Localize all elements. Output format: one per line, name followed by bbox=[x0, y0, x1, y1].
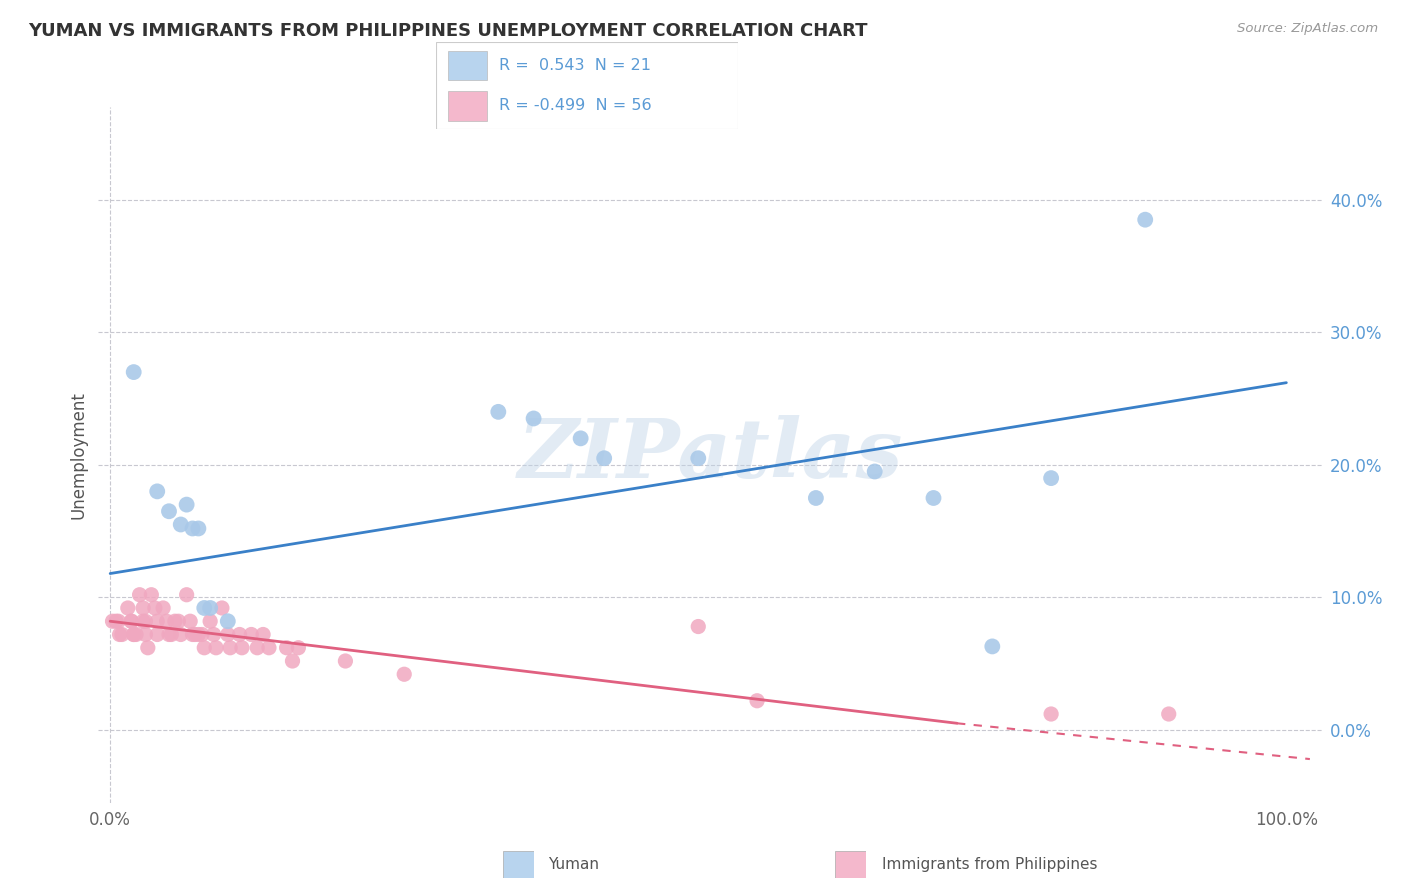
Point bbox=[132, 601, 155, 615]
Point bbox=[863, 465, 886, 479]
Text: R = -0.499  N = 56: R = -0.499 N = 56 bbox=[499, 98, 652, 113]
Point bbox=[187, 521, 209, 535]
Point bbox=[111, 627, 134, 641]
Point bbox=[122, 627, 145, 641]
Point bbox=[193, 640, 215, 655]
Point bbox=[157, 627, 180, 641]
Point bbox=[246, 640, 269, 655]
Point bbox=[101, 614, 124, 628]
Point bbox=[198, 601, 221, 615]
Point bbox=[287, 640, 309, 655]
Point bbox=[117, 601, 139, 615]
Point bbox=[156, 614, 179, 628]
Point bbox=[176, 588, 198, 602]
Point bbox=[128, 588, 150, 602]
Point bbox=[217, 614, 239, 628]
Point bbox=[160, 627, 183, 641]
Point bbox=[170, 517, 193, 532]
Point bbox=[125, 627, 148, 641]
Point bbox=[107, 614, 129, 628]
Point bbox=[170, 627, 193, 641]
Point bbox=[143, 601, 166, 615]
Point bbox=[211, 601, 233, 615]
Point bbox=[191, 627, 214, 641]
Point bbox=[335, 654, 357, 668]
Point bbox=[181, 521, 204, 535]
Point bbox=[184, 627, 207, 641]
Point bbox=[593, 451, 616, 466]
Point bbox=[181, 627, 204, 641]
Point bbox=[1135, 212, 1157, 227]
Point bbox=[122, 365, 145, 379]
Point bbox=[179, 614, 201, 628]
Point bbox=[134, 614, 156, 628]
Point bbox=[146, 627, 169, 641]
Text: R =  0.543  N = 21: R = 0.543 N = 21 bbox=[499, 58, 651, 73]
Point bbox=[569, 431, 592, 445]
Point bbox=[745, 694, 768, 708]
FancyBboxPatch shape bbox=[449, 51, 488, 80]
Point bbox=[276, 640, 298, 655]
Point bbox=[486, 405, 509, 419]
Point bbox=[1157, 706, 1180, 721]
Point bbox=[108, 627, 131, 641]
Point bbox=[136, 640, 159, 655]
Y-axis label: Unemployment: Unemployment bbox=[69, 391, 87, 519]
Point bbox=[252, 627, 274, 641]
Point bbox=[202, 627, 225, 641]
FancyBboxPatch shape bbox=[503, 851, 534, 878]
Point bbox=[1040, 471, 1063, 485]
Text: ZIPatlas: ZIPatlas bbox=[517, 415, 903, 495]
Point bbox=[132, 614, 155, 628]
Point bbox=[804, 491, 827, 505]
Point bbox=[981, 640, 1004, 654]
Point bbox=[187, 627, 209, 641]
FancyBboxPatch shape bbox=[835, 851, 866, 878]
Text: Immigrants from Philippines: Immigrants from Philippines bbox=[882, 857, 1097, 871]
Point bbox=[141, 588, 163, 602]
Point bbox=[120, 614, 142, 628]
Point bbox=[198, 614, 221, 628]
Point bbox=[922, 491, 945, 505]
Point bbox=[163, 614, 186, 628]
Point bbox=[240, 627, 263, 641]
Point bbox=[392, 667, 416, 681]
Point bbox=[176, 498, 198, 512]
Point bbox=[219, 640, 242, 655]
Point bbox=[523, 411, 546, 425]
Text: YUMAN VS IMMIGRANTS FROM PHILIPPINES UNEMPLOYMENT CORRELATION CHART: YUMAN VS IMMIGRANTS FROM PHILIPPINES UNE… bbox=[28, 22, 868, 40]
Point bbox=[157, 504, 180, 518]
Point bbox=[122, 627, 145, 641]
Point bbox=[146, 614, 169, 628]
Text: Source: ZipAtlas.com: Source: ZipAtlas.com bbox=[1237, 22, 1378, 36]
Point bbox=[134, 627, 156, 641]
Point bbox=[193, 601, 215, 615]
Point bbox=[120, 614, 142, 628]
Point bbox=[167, 614, 190, 628]
Point bbox=[217, 627, 239, 641]
Point bbox=[257, 640, 280, 655]
Point bbox=[281, 654, 304, 668]
Point bbox=[228, 627, 250, 641]
Text: Yuman: Yuman bbox=[548, 857, 599, 871]
Point bbox=[146, 484, 169, 499]
Point bbox=[105, 614, 128, 628]
Point bbox=[688, 451, 710, 466]
FancyBboxPatch shape bbox=[449, 91, 488, 120]
Point bbox=[205, 640, 228, 655]
Point bbox=[1040, 706, 1063, 721]
Point bbox=[231, 640, 253, 655]
FancyBboxPatch shape bbox=[436, 42, 738, 129]
Point bbox=[688, 619, 710, 633]
Point bbox=[152, 601, 174, 615]
